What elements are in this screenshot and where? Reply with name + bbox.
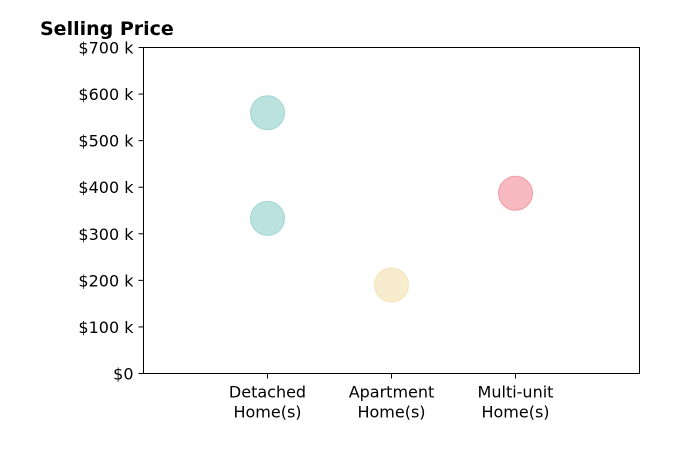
x-tick-label: Apartment xyxy=(349,383,435,402)
x-axis: DetachedHome(s)ApartmentHome(s)Multi-uni… xyxy=(229,373,554,422)
y-tick-label: $200 k xyxy=(78,271,134,290)
y-tick-label: $400 k xyxy=(78,178,134,197)
data-point xyxy=(498,175,533,211)
y-tick-label: $500 k xyxy=(78,132,134,151)
data-point xyxy=(250,95,285,131)
data-point xyxy=(374,267,409,303)
y-tick-label: $700 k xyxy=(78,39,134,58)
x-tick-label: Multi-unit xyxy=(478,383,554,402)
chart-title: Selling Price xyxy=(40,18,174,40)
x-tick-label: Home(s) xyxy=(481,403,549,422)
x-tick-label: Home(s) xyxy=(357,403,425,422)
data-points xyxy=(250,95,533,303)
data-point xyxy=(250,200,285,236)
plot-area xyxy=(143,47,640,374)
y-tick-label: $600 k xyxy=(78,85,134,104)
y-tick-label: $100 k xyxy=(78,318,134,337)
y-axis: $0 $100 k $200 k $300 k $400 k $500 k $600 k $7… xyxy=(78,39,144,384)
x-tick-label: Detached xyxy=(229,383,306,402)
y-tick-label: $0 xyxy=(113,365,133,384)
x-tick-label: Home(s) xyxy=(233,403,301,422)
y-tick-label: $300 k xyxy=(78,225,134,244)
